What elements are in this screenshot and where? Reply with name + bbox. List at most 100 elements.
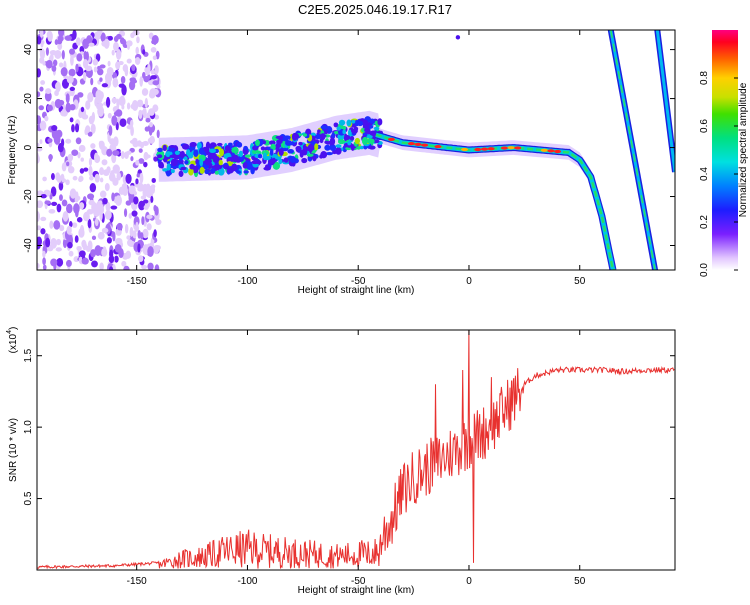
noise-blob bbox=[137, 100, 144, 108]
noise-blob bbox=[72, 30, 77, 40]
noise-blob bbox=[111, 97, 118, 104]
noise-blob bbox=[37, 91, 41, 98]
noise-blob bbox=[45, 237, 51, 248]
trace-blob bbox=[335, 147, 342, 155]
noise-blob bbox=[54, 89, 59, 97]
noise-blob bbox=[90, 143, 96, 149]
noise-blob bbox=[74, 197, 79, 203]
noise-blob bbox=[51, 201, 58, 207]
noise-blob bbox=[104, 182, 110, 192]
noise-blob bbox=[48, 209, 56, 214]
noise-blob bbox=[111, 192, 115, 202]
noise-blob bbox=[57, 42, 63, 51]
noise-blob bbox=[135, 46, 139, 55]
noise-blob bbox=[153, 204, 157, 212]
noise-blob bbox=[69, 117, 74, 123]
trace-blob bbox=[289, 156, 297, 163]
colorbar-tick-label: 0.4 bbox=[699, 167, 710, 181]
trace-blob bbox=[317, 129, 321, 133]
noise-blob bbox=[121, 260, 127, 267]
noise-blob bbox=[40, 194, 47, 199]
noise-blob bbox=[65, 259, 72, 267]
noise-blob bbox=[112, 77, 119, 88]
trace-hotspot bbox=[514, 146, 522, 150]
trace-blob bbox=[238, 150, 243, 158]
noise-blob bbox=[135, 221, 139, 231]
trace-blob bbox=[216, 142, 223, 147]
noise-blob bbox=[37, 236, 43, 247]
noise-blob bbox=[55, 172, 61, 182]
noise-blob bbox=[67, 166, 75, 174]
noise-blob bbox=[115, 195, 122, 206]
trace-blob bbox=[272, 161, 281, 170]
trace-blob bbox=[369, 118, 376, 124]
noise-blob bbox=[82, 242, 87, 251]
noise-blob bbox=[126, 124, 134, 130]
noise-blob bbox=[39, 30, 44, 38]
noise-blob bbox=[132, 141, 139, 148]
trace-blob bbox=[157, 154, 163, 159]
noise-blob bbox=[104, 210, 112, 220]
noise-blob bbox=[138, 109, 143, 119]
noise-blob bbox=[80, 157, 84, 162]
trace-blob bbox=[314, 134, 322, 140]
noise-blob bbox=[38, 105, 45, 111]
trace-blob bbox=[354, 137, 361, 145]
trace-blob bbox=[243, 145, 249, 151]
noise-blob bbox=[93, 66, 98, 73]
trace-blob bbox=[217, 167, 225, 176]
noise-blob bbox=[37, 225, 42, 231]
trace-blob bbox=[178, 159, 184, 164]
trace-blob bbox=[320, 133, 326, 141]
noise-blob bbox=[50, 172, 55, 181]
noise-blob bbox=[88, 42, 95, 47]
noise-blob bbox=[112, 164, 120, 174]
noise-blob bbox=[138, 148, 143, 153]
trace-hotspot bbox=[507, 146, 515, 150]
trace-blob bbox=[198, 147, 204, 155]
noise-blob bbox=[106, 237, 112, 244]
noise-blob bbox=[69, 86, 76, 91]
spectrogram-xtick-label: 50 bbox=[574, 276, 586, 287]
noise-blob bbox=[60, 67, 68, 77]
noise-blob bbox=[83, 211, 90, 222]
noise-blob bbox=[50, 258, 58, 267]
noise-blob bbox=[49, 49, 57, 56]
trace-blob bbox=[298, 141, 303, 146]
noise-blob bbox=[152, 55, 157, 61]
noise-blob bbox=[131, 210, 138, 217]
spectrogram-xtick-label: 0 bbox=[466, 276, 472, 287]
noise-blob bbox=[111, 49, 115, 56]
noise-blob bbox=[49, 220, 54, 229]
noise-blob bbox=[139, 76, 143, 87]
noise-blob bbox=[81, 114, 89, 120]
noise-blob bbox=[138, 158, 145, 164]
noise-blob bbox=[87, 240, 93, 251]
noise-blob bbox=[116, 98, 120, 109]
trace-blob bbox=[193, 149, 199, 158]
noise-blob bbox=[108, 125, 113, 136]
noise-blob bbox=[138, 200, 146, 211]
trace-blob bbox=[199, 158, 204, 167]
noise-blob bbox=[135, 178, 139, 185]
noise-blob bbox=[120, 75, 126, 84]
trace-blob bbox=[181, 143, 190, 150]
noise-blob bbox=[76, 245, 82, 251]
noise-blob bbox=[60, 110, 68, 117]
snr-scale-base: (x10 bbox=[8, 333, 19, 353]
noise-blob bbox=[149, 135, 155, 143]
trace-blob bbox=[366, 134, 373, 139]
noise-blob bbox=[123, 208, 128, 218]
trace-blob bbox=[170, 158, 178, 167]
noise-blob bbox=[82, 59, 89, 69]
noise-blob bbox=[91, 235, 97, 241]
trace-blob bbox=[349, 136, 355, 141]
spectrogram-xlabel: Height of straight line (km) bbox=[298, 285, 415, 296]
noise-blob bbox=[98, 140, 103, 148]
trace-blob bbox=[158, 161, 164, 169]
snr-xlabel: Height of straight line (km) bbox=[298, 585, 415, 596]
trace-blob bbox=[325, 151, 333, 156]
noise-blob bbox=[148, 108, 155, 116]
noise-blob bbox=[55, 247, 62, 252]
noise-blob bbox=[75, 37, 81, 46]
